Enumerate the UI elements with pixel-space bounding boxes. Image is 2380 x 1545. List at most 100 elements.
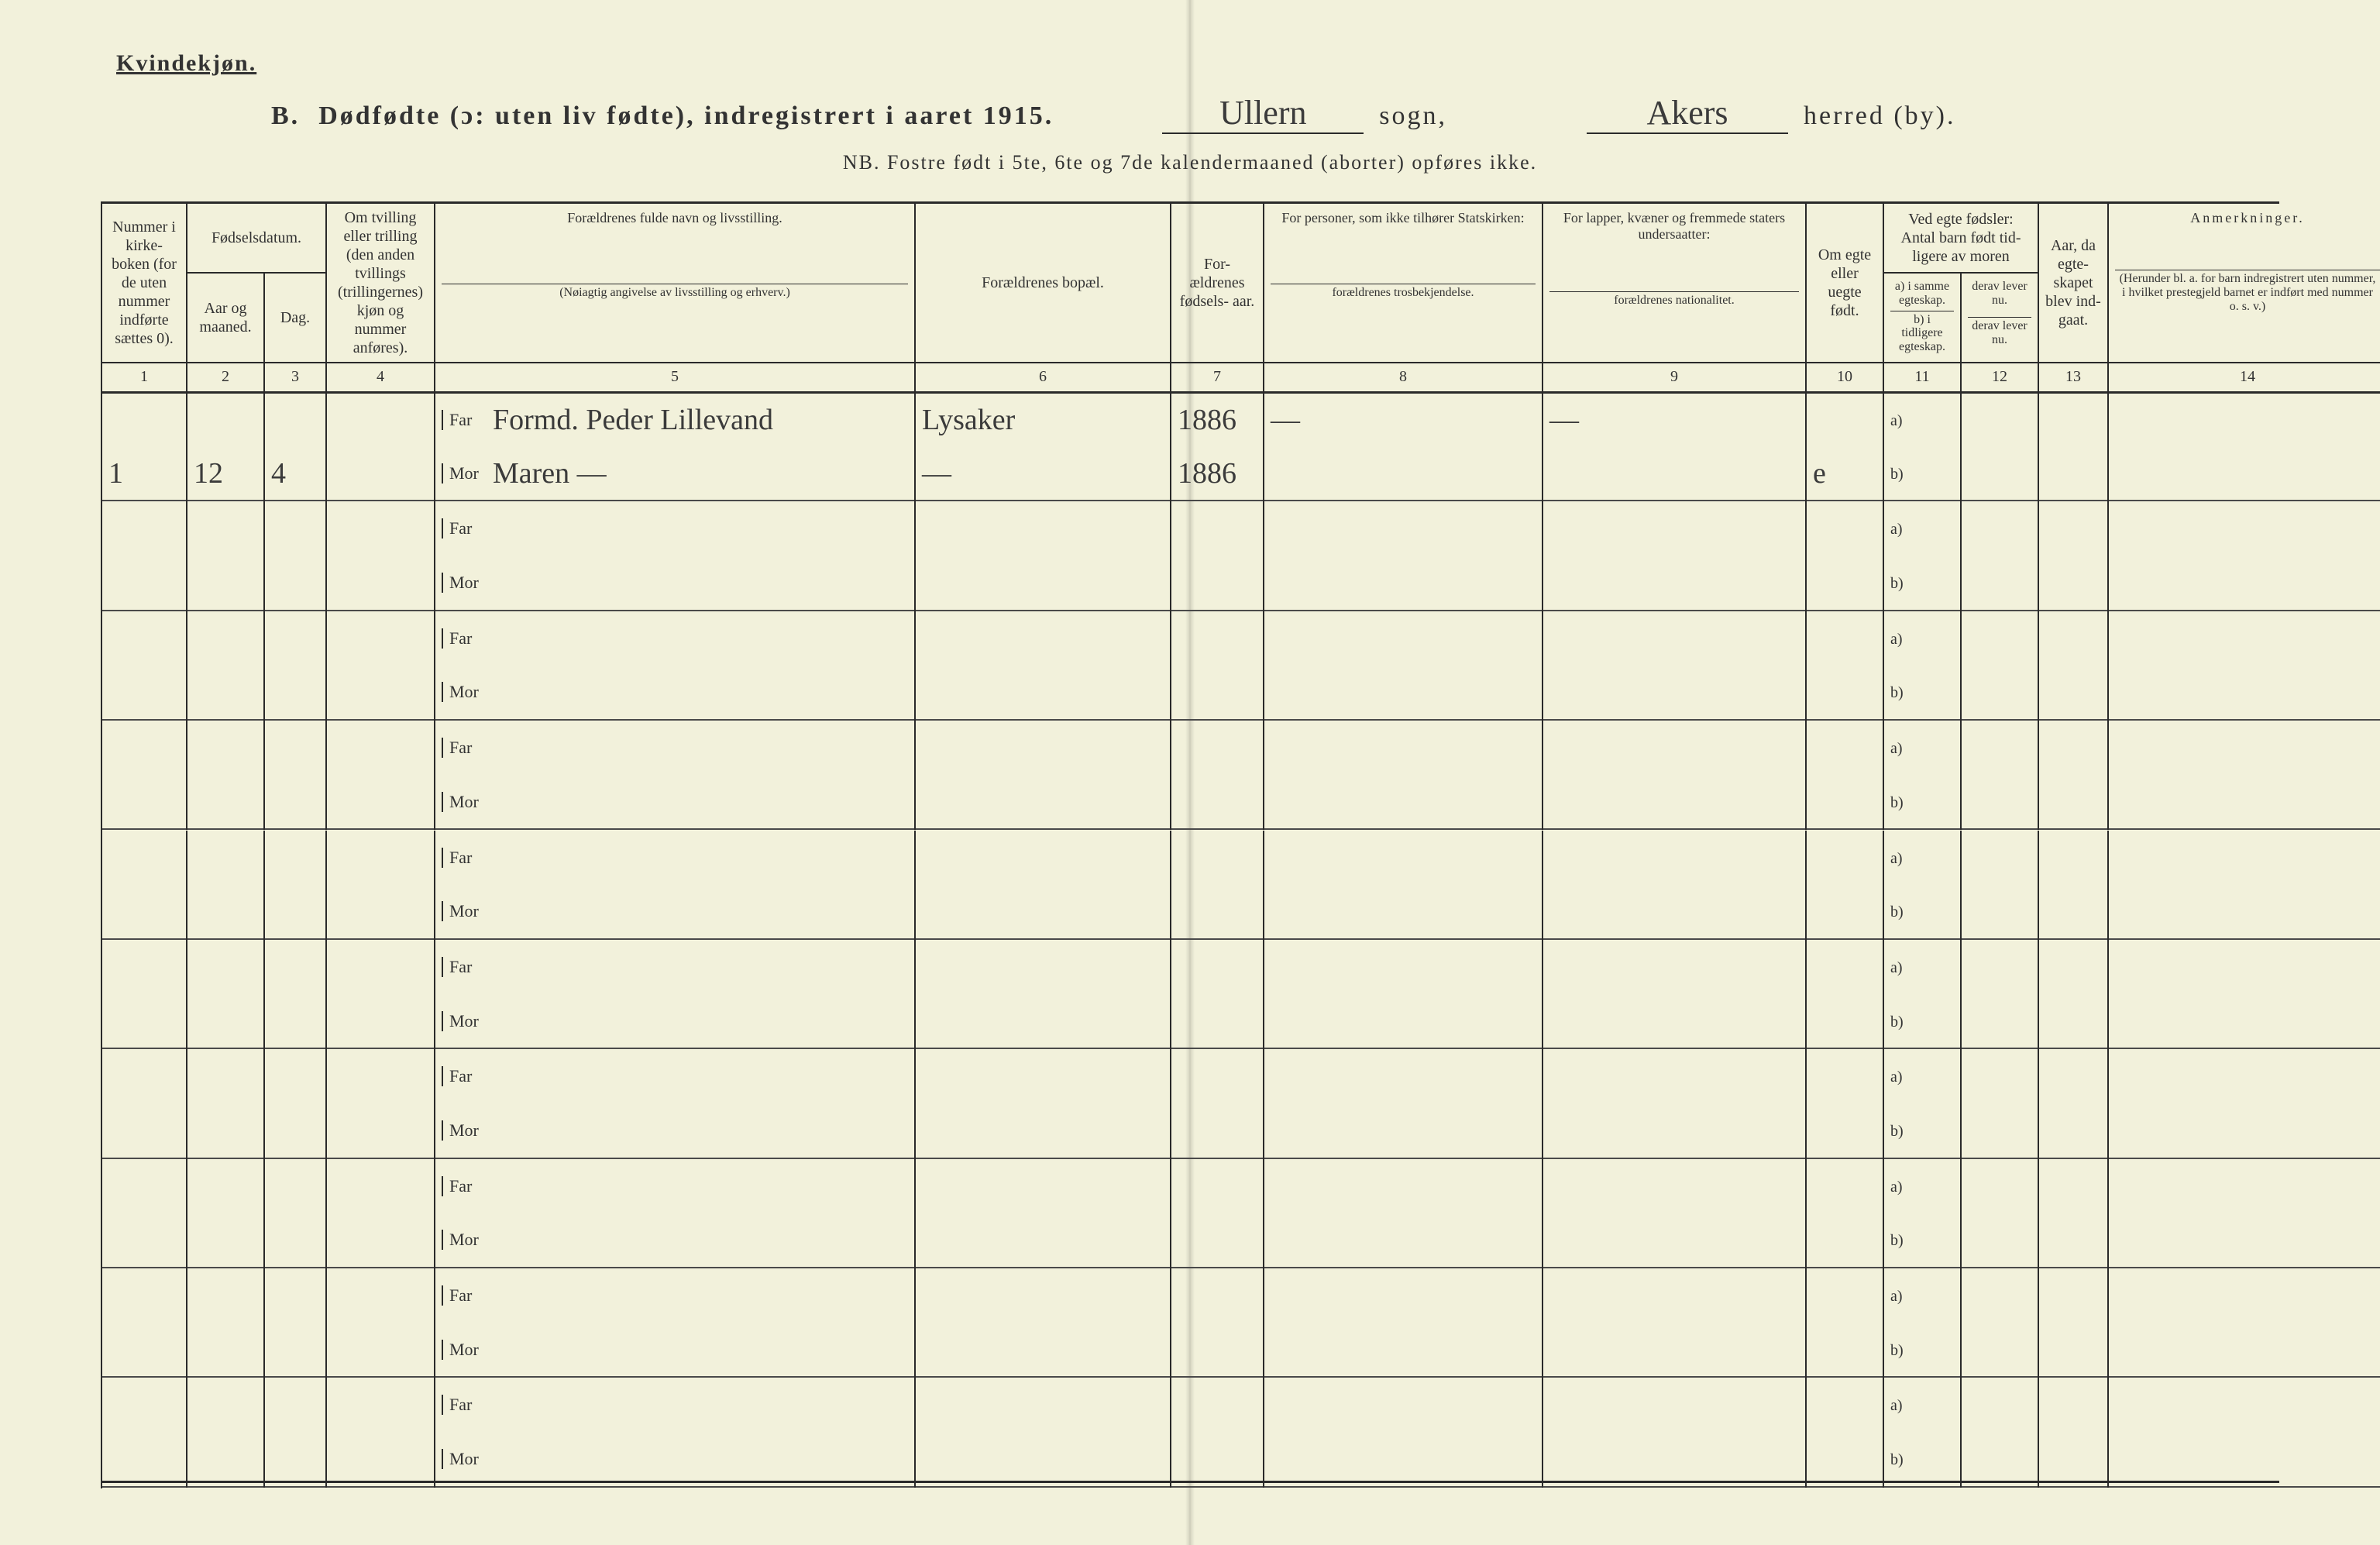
table-row: Fara) xyxy=(101,940,2380,994)
cell xyxy=(1543,1159,1806,1213)
cell xyxy=(264,775,326,829)
cell: 1 xyxy=(101,446,187,501)
cell xyxy=(915,1049,1171,1103)
cell xyxy=(1806,556,1883,611)
b-label: b) xyxy=(1890,1342,1904,1359)
cell xyxy=(326,1213,435,1268)
cell xyxy=(101,556,187,611)
hdr-col9-top: For lapper, kvæner og fremmede staters u… xyxy=(1549,208,1799,291)
cell xyxy=(1543,501,1806,556)
handwritten-value: 4 xyxy=(271,457,286,490)
cell xyxy=(264,1103,326,1158)
cell xyxy=(101,501,187,556)
cell xyxy=(101,1049,187,1103)
herred-field: Akers xyxy=(1587,93,1788,134)
head-row-1: Nummer i kirke- boken (for de uten numme… xyxy=(101,204,2380,273)
sogn-field: Ullern xyxy=(1162,93,1364,134)
cell xyxy=(1543,1268,1806,1323)
cell xyxy=(187,1268,264,1323)
b-label: b) xyxy=(1890,794,1904,811)
cell xyxy=(915,831,1171,885)
hdr-col14-top: Anmerkninger. xyxy=(2115,208,2380,270)
cell xyxy=(1264,1159,1543,1213)
cell xyxy=(1171,1378,1264,1432)
table-row: Morb) xyxy=(101,1323,2380,1377)
cell xyxy=(1806,611,1883,666)
cell xyxy=(2108,775,2380,829)
cell xyxy=(101,1323,187,1377)
cell xyxy=(187,831,264,885)
cell xyxy=(187,1433,264,1487)
colnum: 3 xyxy=(264,363,326,392)
handwritten-value: Maren — xyxy=(493,456,607,490)
a-label: a) xyxy=(1890,1068,1903,1086)
cell xyxy=(1543,994,1806,1048)
cell xyxy=(1961,885,2038,939)
far-label: Far xyxy=(442,848,479,868)
handwritten-value: 12 xyxy=(194,457,223,490)
cell: b) xyxy=(1883,994,1961,1048)
ledger-table: Nummer i kirke- boken (for de uten numme… xyxy=(101,204,2380,1488)
hdr-col13: Aar, da egte- skapet blev ind- gaat. xyxy=(2038,204,2108,363)
cell: Lysaker xyxy=(915,392,1171,446)
cell xyxy=(2108,611,2380,666)
table-row: 1124MorMaren ——1886eb) xyxy=(101,446,2380,501)
cell xyxy=(1806,666,1883,720)
cell xyxy=(1264,1378,1543,1432)
cell xyxy=(1264,1213,1543,1268)
cell: b) xyxy=(1883,556,1961,611)
cell: a) xyxy=(1883,611,1961,666)
cell xyxy=(187,775,264,829)
cell xyxy=(1543,666,1806,720)
cell xyxy=(101,994,187,1048)
cell xyxy=(915,1268,1171,1323)
cell xyxy=(1264,775,1543,829)
a-label: a) xyxy=(1890,740,1903,757)
cell xyxy=(915,1433,1171,1487)
cell xyxy=(1806,994,1883,1048)
cell xyxy=(1961,1378,2038,1432)
cell xyxy=(1543,831,1806,885)
cell xyxy=(1961,1159,2038,1213)
cell xyxy=(1961,446,2038,501)
cell xyxy=(2108,1268,2380,1323)
cell xyxy=(1543,885,1806,939)
cell: a) xyxy=(1883,501,1961,556)
cell xyxy=(1171,666,1264,720)
cell xyxy=(1543,611,1806,666)
table-row: Fara) xyxy=(101,1049,2380,1103)
cell xyxy=(187,1103,264,1158)
cell xyxy=(1264,666,1543,720)
cell xyxy=(1264,994,1543,1048)
cell: 1886 xyxy=(1171,446,1264,501)
far-label: Far xyxy=(442,518,479,539)
table-row: Morb) xyxy=(101,994,2380,1048)
cell xyxy=(1806,885,1883,939)
cell xyxy=(1806,1103,1883,1158)
cell xyxy=(2108,1433,2380,1487)
cell xyxy=(1961,1268,2038,1323)
cell xyxy=(2038,1323,2108,1377)
hdr-col5: Forældrenes fulde navn og livsstilling. … xyxy=(435,204,915,363)
cell xyxy=(915,775,1171,829)
cell xyxy=(1961,1433,2038,1487)
cell: Mor xyxy=(435,1103,915,1158)
cell xyxy=(187,666,264,720)
cell xyxy=(1961,994,2038,1048)
cell xyxy=(1806,1433,1883,1487)
title-prefix: B. xyxy=(271,102,300,131)
cell: Mor xyxy=(435,1213,915,1268)
cell xyxy=(1264,1049,1543,1103)
hdr-col12b: derav lever nu. xyxy=(1968,317,2031,357)
a-label: a) xyxy=(1890,631,1903,648)
cell xyxy=(2038,1433,2108,1487)
cell: Far xyxy=(435,501,915,556)
hdr-col12a: derav lever nu. xyxy=(1968,278,2031,318)
cell xyxy=(1171,1323,1264,1377)
cell xyxy=(2038,721,2108,775)
far-label: Far xyxy=(442,957,479,977)
cell: Mor xyxy=(435,556,915,611)
cell xyxy=(1806,1213,1883,1268)
cell xyxy=(1264,940,1543,994)
nb-line: NB. Fostre født i 5te, 6te og 7de kalend… xyxy=(0,151,2380,174)
